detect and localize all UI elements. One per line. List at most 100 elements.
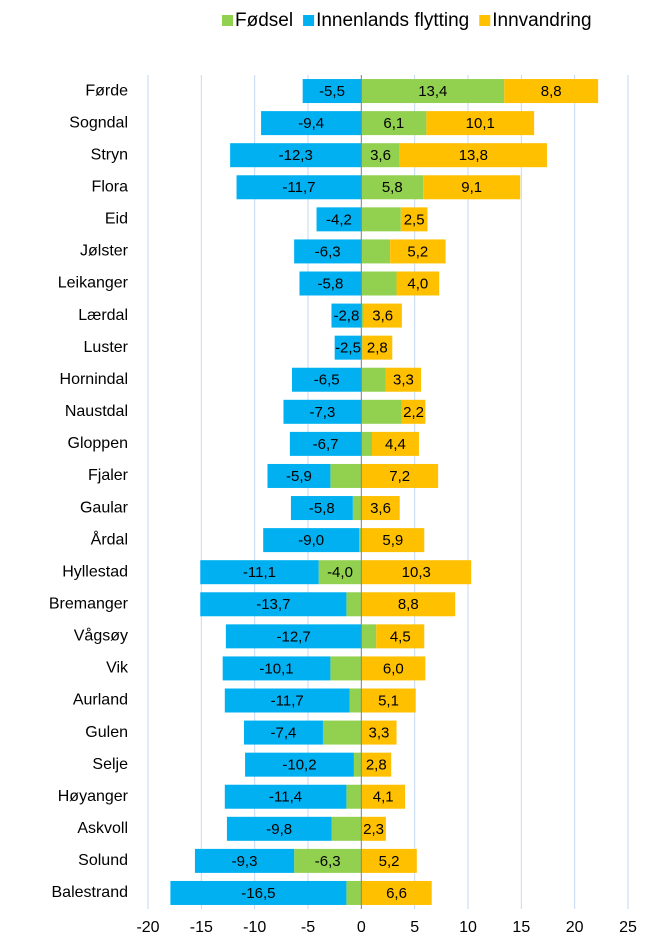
data-label: 6,6 [386, 885, 407, 902]
data-label: 3,6 [372, 308, 393, 325]
bar-segment [224, 784, 347, 809]
bar-segment [322, 720, 362, 745]
data-label: -5,9 [286, 468, 312, 485]
x-tick-label: 0 [357, 919, 366, 936]
data-label: -9,8 [266, 821, 292, 838]
y-tick-label: Lærdal [78, 307, 128, 324]
y-tick-label: Vik [106, 660, 129, 677]
legend-swatch [479, 15, 491, 26]
bar-segment [361, 848, 417, 873]
data-label: 5,1 [378, 692, 399, 709]
data-label: -5,5 [319, 83, 345, 100]
bar-segment [352, 496, 362, 521]
data-label: 4,1 [373, 789, 394, 806]
bar-segment [361, 592, 456, 617]
data-label: 13,4 [418, 83, 447, 100]
bar-segment [245, 752, 354, 777]
data-label: -11,1 [243, 564, 276, 581]
bar-segment [226, 816, 332, 841]
data-label: 5,2 [379, 853, 400, 870]
data-label: 2,8 [367, 340, 388, 357]
data-label: -11,7 [282, 179, 315, 196]
bar-segment [359, 528, 362, 553]
x-tick-label: 20 [566, 919, 584, 936]
data-label: 5,9 [382, 532, 403, 549]
data-label: 10,3 [402, 564, 431, 581]
bar-segment [361, 528, 425, 553]
bar-segment [330, 656, 362, 681]
bar-segment [361, 367, 386, 392]
bar-segment [361, 880, 432, 905]
data-label: -6,3 [315, 853, 341, 870]
y-tick-label: Aurland [73, 692, 128, 709]
bar-segment [200, 592, 347, 617]
y-tick-label: Flora [92, 178, 129, 195]
data-label: -5,8 [309, 500, 335, 517]
bar-segment [200, 560, 319, 585]
bar-segment [222, 656, 331, 681]
legend-swatch [303, 15, 315, 26]
bar-segment [299, 271, 362, 296]
bar-segment [261, 111, 362, 136]
data-label: 4,0 [407, 275, 428, 292]
bar-segment [244, 720, 323, 745]
data-label: -4,2 [326, 211, 352, 228]
data-label: -4,0 [327, 564, 353, 581]
data-label: 6,0 [383, 660, 404, 677]
bar-segment [504, 79, 599, 104]
bar-segment [361, 463, 439, 488]
bar-segment [361, 720, 397, 745]
data-label: -12,3 [279, 147, 313, 164]
bar-segment [361, 560, 472, 585]
legend-label: Innenlands flytting [316, 10, 469, 31]
data-label: -7,4 [271, 725, 297, 742]
bar-segment [423, 175, 521, 200]
bar-segment [346, 784, 362, 809]
bar-segment [267, 463, 331, 488]
bar-segment [385, 367, 422, 392]
bar-segment [318, 560, 362, 585]
bar-segment [401, 399, 426, 424]
y-tick-label: Bremanger [49, 595, 129, 612]
bar-segment [349, 688, 362, 713]
bar-segment [263, 528, 360, 553]
data-label: 2,2 [403, 404, 424, 421]
y-tick-label: Vågsøy [74, 627, 128, 645]
y-tick-label: Gaular [80, 499, 129, 516]
y-tick-label: Selje [92, 756, 128, 773]
y-tick-label: Årdal [91, 529, 128, 548]
y-tick-label: Høyanger [58, 788, 129, 805]
y-tick-label: Leikanger [58, 275, 129, 292]
data-label: 8,8 [541, 83, 562, 100]
data-label: 2,8 [366, 757, 387, 774]
data-label: -7,3 [309, 404, 335, 421]
data-label: -2,5 [335, 340, 361, 357]
data-label: 3,6 [370, 147, 391, 164]
bar-segment [361, 816, 386, 841]
data-label: 2,5 [404, 211, 425, 228]
bar-segment [400, 207, 428, 232]
data-label: 2,3 [363, 821, 384, 838]
x-tick-label: 10 [459, 919, 477, 936]
bar-segment [361, 79, 505, 104]
bar-segment [361, 656, 426, 681]
x-tick-label: -15 [190, 919, 213, 936]
data-label: -13,7 [256, 596, 290, 613]
data-label: 5,8 [382, 179, 403, 196]
data-label: -9,0 [298, 532, 324, 549]
data-label: -9,3 [232, 853, 258, 870]
data-label: 10,1 [466, 115, 495, 132]
bar-segment [361, 784, 406, 809]
bar-segment [396, 271, 440, 296]
bar-segment [361, 624, 377, 649]
data-label: -10,2 [282, 757, 316, 774]
data-label: -6,3 [315, 243, 341, 260]
bar-segment [316, 207, 362, 232]
y-tick-label: Jølster [80, 243, 129, 260]
bar-segment [346, 592, 362, 617]
bar-segment [194, 848, 295, 873]
x-tick-label: -5 [301, 919, 315, 936]
legend-swatch [222, 15, 233, 26]
bar-segment [331, 816, 362, 841]
